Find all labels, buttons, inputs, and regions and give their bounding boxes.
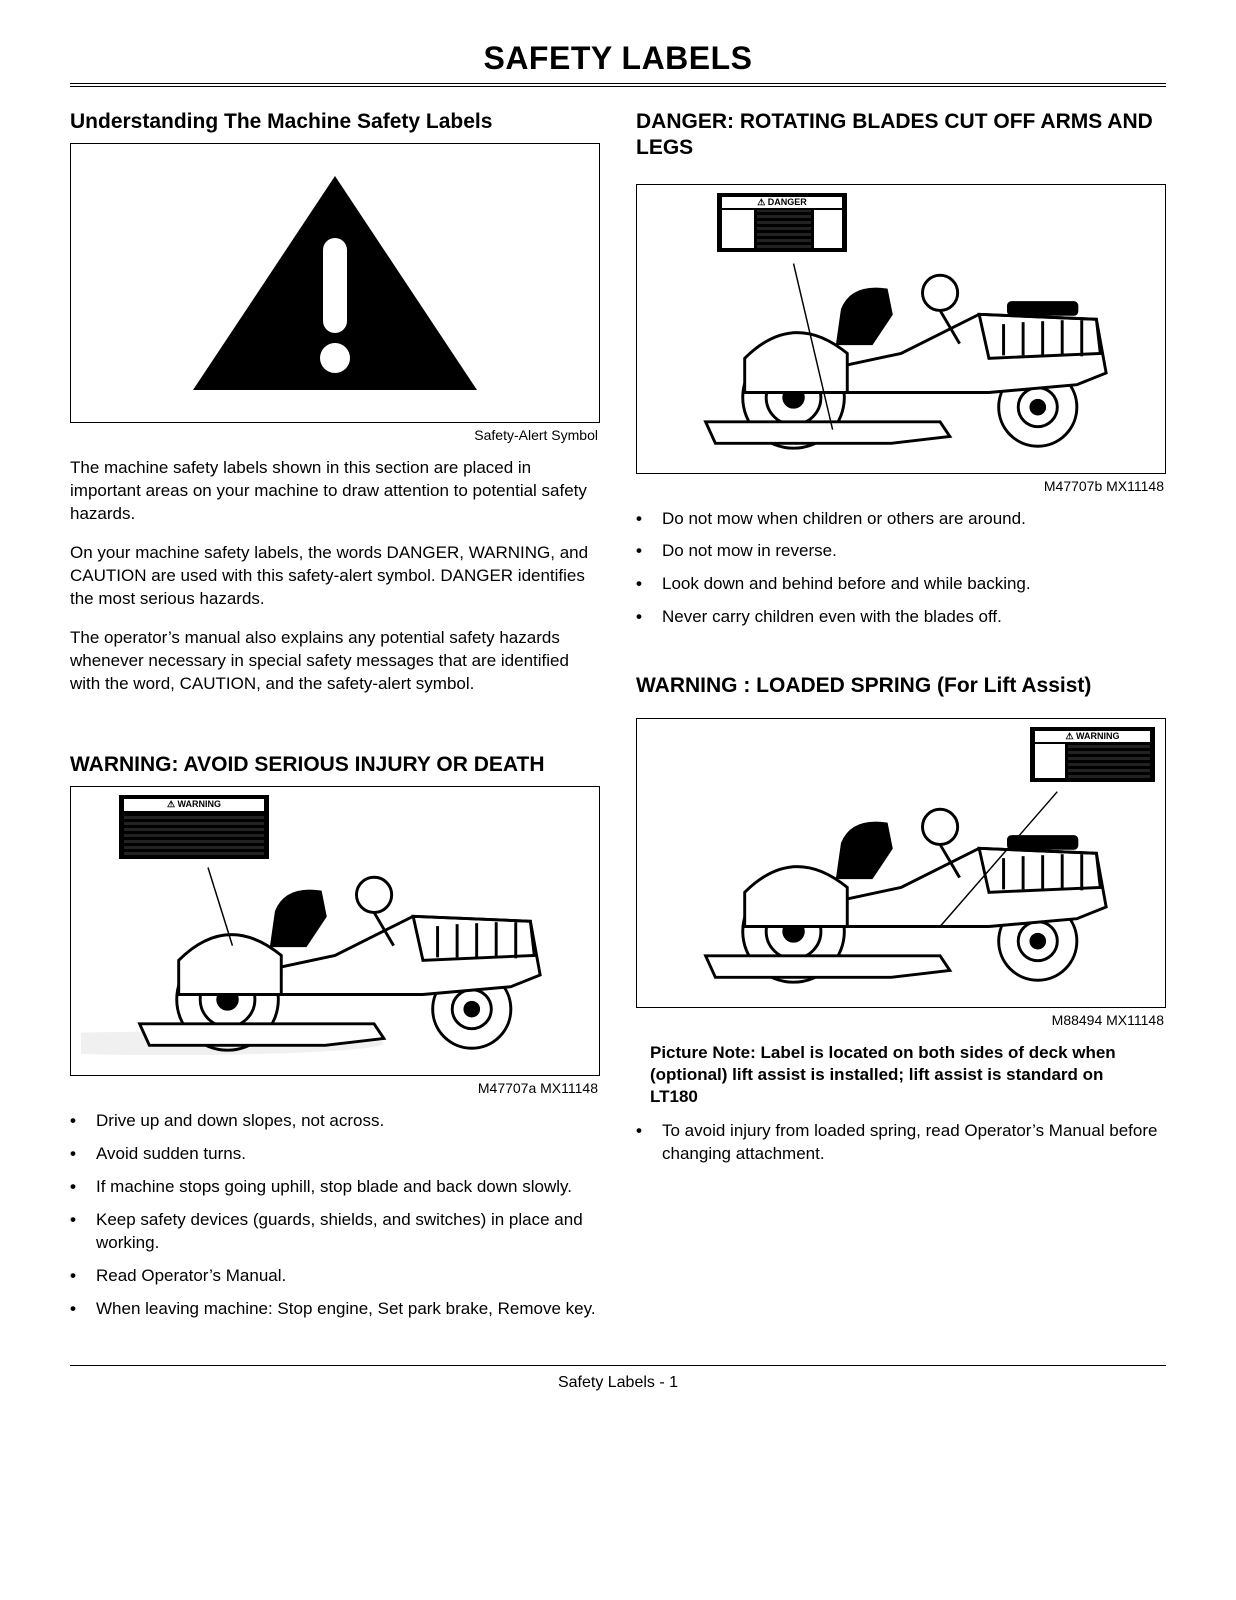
bullet-list-danger-blades: Do not mow when children or others are a…	[636, 508, 1166, 630]
picture-note: Picture Note: Label is located on both s…	[636, 1042, 1166, 1108]
bottom-rule	[70, 1365, 1166, 1366]
section-heading-understanding: Understanding The Machine Safety Labels	[70, 109, 600, 135]
list-item: To avoid injury from loaded spring, read…	[636, 1120, 1166, 1166]
figure-tractor-warning-injury: ⚠ WARNING	[70, 786, 600, 1076]
body-paragraph: The machine safety labels shown in this …	[70, 457, 600, 526]
page-title: SAFETY LABELS	[70, 40, 1166, 77]
warning-label-header: ⚠ WARNING	[124, 799, 264, 811]
danger-label-box: ⚠ DANGER	[717, 193, 847, 253]
section-heading-warning-spring: WARNING : LOADED SPRING (For Lift Assist…	[636, 673, 1166, 699]
bullet-list-warning-injury: Drive up and down slopes, not across. Av…	[70, 1110, 600, 1321]
bullet-list-warning-spring: To avoid injury from loaded spring, read…	[636, 1120, 1166, 1166]
list-item: Look down and behind before and while ba…	[636, 573, 1166, 596]
list-item: If machine stops going uphill, stop blad…	[70, 1176, 600, 1199]
figure-tractor-warning-spring: ⚠ WARNING	[636, 718, 1166, 1008]
figure-caption-alert: Safety-Alert Symbol	[70, 427, 598, 443]
section-heading-danger-blades: DANGER: ROTATING BLADES CUT OFF ARMS AND…	[636, 109, 1166, 162]
list-item: When leaving machine: Stop engine, Set p…	[70, 1298, 600, 1321]
list-item: Do not mow in reverse.	[636, 540, 1166, 563]
danger-label-header: ⚠ DANGER	[722, 197, 842, 209]
figure-caption-danger-blades: M47707b MX11148	[636, 478, 1164, 494]
body-paragraph: The operator’s manual also explains any …	[70, 627, 600, 696]
safety-alert-triangle-icon	[185, 168, 485, 398]
figure-caption-warning-injury: M47707a MX11148	[70, 1080, 598, 1096]
list-item: Read Operator’s Manual.	[70, 1265, 600, 1288]
list-item: Never carry children even with the blade…	[636, 606, 1166, 629]
list-item: Avoid sudden turns.	[70, 1143, 600, 1166]
list-item: Drive up and down slopes, not across.	[70, 1110, 600, 1133]
list-item: Keep safety devices (guards, shields, an…	[70, 1209, 600, 1255]
warning-label-box: ⚠ WARNING	[119, 795, 269, 859]
figure-tractor-danger-blades: ⚠ DANGER	[636, 184, 1166, 474]
two-column-layout: Understanding The Machine Safety Labels …	[70, 109, 1166, 1347]
title-rule	[70, 83, 1166, 87]
warning-spring-label-header: ⚠ WARNING	[1035, 731, 1150, 743]
figure-caption-warning-spring: M88494 MX11148	[636, 1012, 1164, 1028]
left-column: Understanding The Machine Safety Labels …	[70, 109, 600, 1347]
page-footer: Safety Labels - 1	[70, 1374, 1166, 1392]
section-heading-warning-injury: WARNING: AVOID SERIOUS INJURY OR DEATH	[70, 752, 600, 778]
list-item: Do not mow when children or others are a…	[636, 508, 1166, 531]
warning-spring-label-box: ⚠ WARNING	[1030, 727, 1155, 783]
figure-safety-alert-symbol	[70, 143, 600, 423]
body-paragraph: On your machine safety labels, the words…	[70, 542, 600, 611]
right-column: DANGER: ROTATING BLADES CUT OFF ARMS AND…	[636, 109, 1166, 1347]
